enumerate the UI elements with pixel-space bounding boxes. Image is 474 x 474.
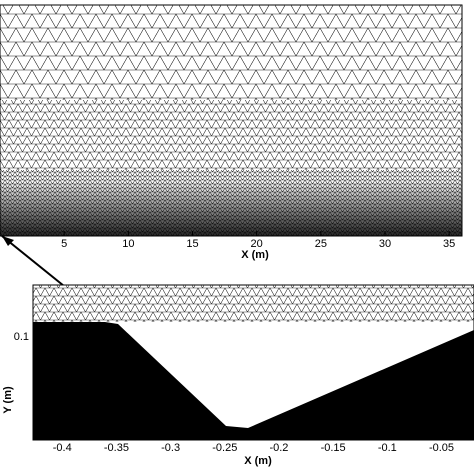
- bed-profile: [105, 322, 474, 428]
- bottom-panel: X (m) Y (m): [2, 284, 474, 467]
- x-tick-label: 30: [379, 238, 391, 250]
- y-tick-label: 0.1: [14, 331, 29, 343]
- x-tick-label: -0.25: [212, 442, 237, 454]
- x-tick-label: 5: [61, 238, 67, 250]
- y-axis-label: Y (m): [2, 386, 14, 414]
- x-tick-label: -0.2: [269, 442, 288, 454]
- frame: [0, 4, 463, 237]
- x-tick-label: -0.1: [378, 442, 397, 454]
- x-tick-label: -0.35: [104, 442, 129, 454]
- x-tick-label: 15: [186, 238, 198, 250]
- x-tick-label: -0.3: [161, 442, 180, 454]
- x-tick-label: 35: [443, 238, 455, 250]
- x-tick-label: -0.4: [53, 442, 72, 454]
- arrow-head: [2, 236, 14, 246]
- zoom-arrow: [1, 235, 65, 287]
- mesh-dense: [0, 180, 462, 236]
- x-tick-label: 10: [122, 238, 134, 250]
- top-panel: X (m): [0, 4, 463, 261]
- x-tick-label: 20: [251, 238, 263, 250]
- x-tick-label: 25: [315, 238, 327, 250]
- x-axis-label: X (m): [244, 455, 272, 467]
- x-axis-label: X (m): [241, 249, 269, 261]
- mesh-upper: [33, 285, 474, 322]
- mesh-coarse: [0, 5, 462, 100]
- mesh-medium: [0, 100, 462, 170]
- frame: [32, 284, 474, 441]
- x-tick-label: -0.05: [429, 442, 454, 454]
- x-tick-label: -0.15: [321, 442, 346, 454]
